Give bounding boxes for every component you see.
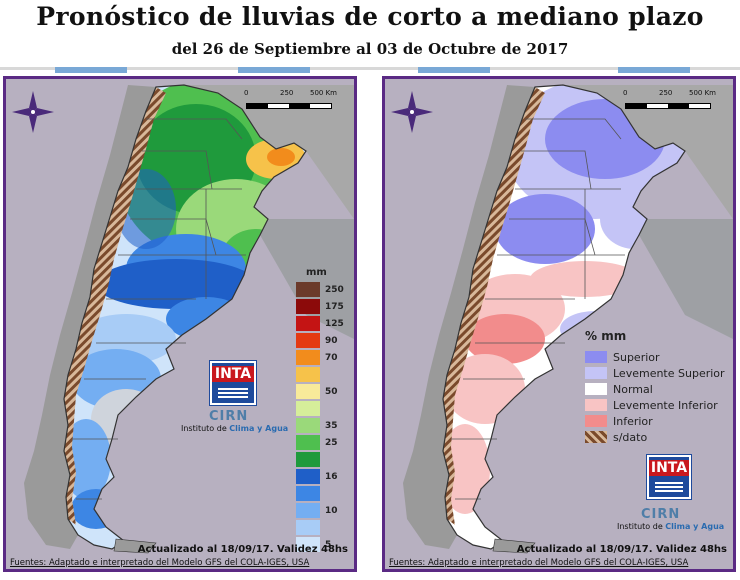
legend-item: 175: [296, 298, 350, 315]
legend-item: Superior: [585, 349, 733, 365]
scale-label-500: 500 Km: [689, 89, 716, 97]
legend-swatch: [585, 399, 607, 411]
legend-item: 70: [296, 349, 350, 366]
legend-swatch: [585, 431, 607, 443]
inta-logo: INTA: [210, 361, 256, 405]
legend-item: Inferior: [585, 413, 733, 429]
precipitation-map-panel: 0 250 500 Km mm 250 175 125 90 70 50 35 25 16 10 5…: [3, 76, 357, 572]
legend-unit: mm: [306, 267, 327, 278]
legend-item: Levemente Inferior: [585, 397, 733, 413]
legend-label: Levemente Superior: [613, 366, 725, 380]
legend-label: Inferior: [613, 414, 653, 428]
anomaly-legend: % mm Superior Levemente Superior Normal Lev…: [585, 329, 733, 445]
legend-swatch: [296, 435, 320, 450]
legend-item: [296, 366, 350, 383]
legend-swatch: [585, 415, 607, 427]
scale-label-500: 500 Km: [310, 89, 337, 97]
rule-tab: [238, 67, 310, 73]
legend-swatch: [296, 282, 320, 297]
legend-swatch: [296, 299, 320, 314]
rule-tab: [55, 67, 127, 73]
legend-label: 70: [325, 352, 338, 363]
legend-label: 90: [325, 335, 338, 346]
scale-label-250: 250: [659, 89, 673, 97]
legend-label: Normal: [613, 382, 653, 396]
legend-swatch: [296, 520, 320, 535]
legend-swatch: [296, 418, 320, 433]
legend-label: 25: [325, 437, 338, 448]
update-note: Actualizado al 18/09/17. Validez 48hs: [137, 544, 348, 555]
cirn-logo: CIRN Instituto de Clima y Agua: [617, 507, 725, 531]
update-note: Actualizado al 18/09/17. Validez 48hs: [516, 544, 727, 555]
legend-item: 35: [296, 417, 350, 434]
legend-swatch: [296, 401, 320, 416]
legend-label: Superior: [613, 350, 660, 364]
legend-item: 16: [296, 468, 350, 485]
legend-swatch: [585, 383, 607, 395]
legend-swatch: [296, 503, 320, 518]
page-title: Pronóstico de lluvias de corto a mediano…: [36, 2, 704, 31]
legend-item: [296, 485, 350, 502]
rule-tab: [618, 67, 690, 73]
legend-label: 175: [325, 301, 344, 312]
legend-item: [296, 400, 350, 417]
scale-label-250: 250: [280, 89, 294, 97]
legend-item: s/dato: [585, 429, 733, 445]
legend-swatch: [296, 452, 320, 467]
legend-item: 90: [296, 332, 350, 349]
legend-item: [296, 519, 350, 536]
legend-swatch: [296, 350, 320, 365]
legend-swatch: [296, 367, 320, 382]
legend-swatch: [296, 384, 320, 399]
legend-item: 50: [296, 383, 350, 400]
legend-item: 10: [296, 502, 350, 519]
legend-item: 250: [296, 281, 350, 298]
title-rule: [0, 67, 740, 70]
compass-rose-icon: [10, 89, 56, 135]
legend-label: 250: [325, 284, 344, 295]
scale-bar: 0 250 500 Km: [619, 89, 719, 111]
scale-label-0: 0: [244, 89, 249, 97]
legend-label: 125: [325, 318, 344, 329]
legend-label: s/dato: [613, 430, 648, 444]
anomaly-map: [403, 84, 733, 554]
precipitation-map: [24, 84, 354, 554]
rule-tab: [418, 67, 490, 73]
legend-swatch: [296, 469, 320, 484]
legend-item: 5: [296, 536, 350, 553]
anomaly-map-panel: 0 250 500 Km % mm Superior Levemente Supe…: [382, 76, 736, 572]
scale-bar: 0 250 500 Km: [240, 89, 340, 111]
cirn-logo: CIRN Instituto de Clima y Agua: [181, 409, 289, 433]
legend-swatch: [296, 486, 320, 501]
scale-label-0: 0: [623, 89, 628, 97]
legend-title: % mm: [585, 329, 627, 343]
legend-swatch: [585, 351, 607, 363]
inta-logo: INTA: [647, 455, 691, 499]
legend-label: 16: [325, 471, 338, 482]
sources-note[interactable]: Fuentes: Adaptado e interpretado del Mod…: [389, 558, 689, 568]
legend-label: 35: [325, 420, 338, 431]
legend-label: 50: [325, 386, 338, 397]
legend-label: 5: [325, 539, 332, 550]
page-subtitle: del 26 de Septiembre al 03 de Octubre de…: [171, 40, 569, 58]
legend-item: [296, 451, 350, 468]
legend-label: Levemente Inferior: [613, 398, 718, 412]
legend-label: 10: [325, 505, 338, 516]
legend-item: Normal: [585, 381, 733, 397]
legend-swatch: [296, 537, 320, 552]
legend-swatch: [296, 333, 320, 348]
legend-item: 25: [296, 434, 350, 451]
legend-item: Levemente Superior: [585, 365, 733, 381]
precipitation-legend: mm 250 175 125 90 70 50 35 25 16 10 5: [296, 267, 350, 553]
legend-swatch: [296, 316, 320, 331]
compass-rose-icon: [389, 89, 435, 135]
legend-swatch: [585, 367, 607, 379]
legend-item: 125: [296, 315, 350, 332]
sources-note[interactable]: Fuentes: Adaptado e interpretado del Mod…: [10, 558, 310, 568]
